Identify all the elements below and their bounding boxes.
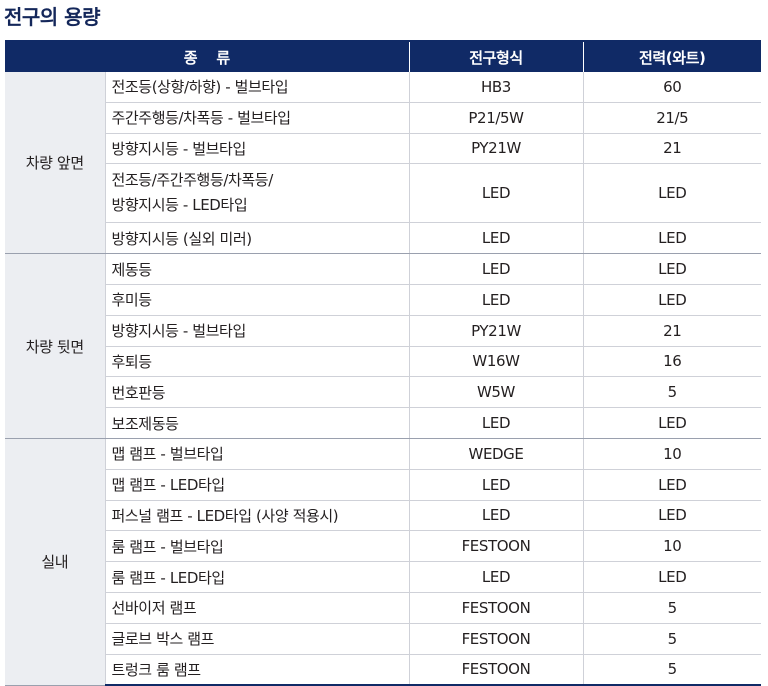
row-watt: LED bbox=[582, 163, 761, 224]
table-row: 방향지시등 - 벌브타입 PY21W 21 bbox=[5, 315, 761, 347]
group-label-front: 차량 앞면 bbox=[5, 72, 105, 255]
row-bulb: WEDGE bbox=[408, 438, 583, 470]
row-watt: LED bbox=[582, 222, 761, 255]
row-watt: LED bbox=[582, 500, 761, 532]
row-watt: LED bbox=[582, 561, 761, 593]
row-type: 룸 램프 - LED타입 bbox=[104, 561, 409, 593]
table-row: 차량 뒷면 제동등 LED LED bbox=[5, 253, 761, 439]
table-row: 퍼스널 램프 - LED타입 (사양 적용시) LED LED bbox=[5, 500, 761, 532]
table-row: 방향지시등 (실외 미러) LED LED bbox=[5, 222, 761, 255]
row-bulb: PY21W bbox=[408, 133, 583, 165]
row-type: 보조제동등 bbox=[104, 407, 409, 439]
row-watt: 21/5 bbox=[582, 102, 761, 134]
row-bulb: LED bbox=[408, 469, 583, 501]
header-bulb-type: 전구형식 bbox=[408, 41, 583, 72]
row-bulb: FESTOON bbox=[408, 530, 583, 563]
row-type: 제동등 bbox=[104, 253, 409, 285]
row-type: 후미등 bbox=[104, 284, 409, 316]
table-row: 차량 앞면 전조등(상향/하향) - 벌브타입 HB3 60 bbox=[5, 72, 761, 255]
row-type: 방향지시등 - 벌브타입 bbox=[104, 133, 409, 165]
row-bulb: FESTOON bbox=[408, 654, 583, 686]
row-watt: 5 bbox=[582, 654, 761, 686]
row-type: 트렁크 룸 램프 bbox=[104, 654, 409, 686]
row-type: 방향지시등 - 벌브타입 bbox=[104, 315, 409, 347]
row-type: 맵 램프 - LED타입 bbox=[104, 469, 409, 501]
table-row: 주간주행등/차폭등 - 벌브타입 P21/5W 21/5 bbox=[5, 102, 761, 134]
row-watt: LED bbox=[582, 253, 761, 285]
row-watt: LED bbox=[582, 284, 761, 316]
row-type: 전조등(상향/하향) - 벌브타입 bbox=[104, 72, 409, 103]
row-watt: 5 bbox=[582, 376, 761, 409]
row-bulb: HB3 bbox=[408, 72, 583, 103]
table-row: 후미등 LED LED bbox=[5, 284, 761, 316]
table-row: 맵 램프 - LED타입 LED LED bbox=[5, 469, 761, 501]
row-watt: 21 bbox=[582, 315, 761, 347]
bulb-capacity-table: 종 류 전구형식 전력(와트) 차량 앞면 전조등(상향/하향) - 벌브타입 … bbox=[5, 40, 761, 686]
row-type: 전조등/주간주행등/차폭등/방향지시등 - LED타입 bbox=[104, 163, 409, 224]
row-watt: 10 bbox=[582, 530, 761, 563]
table-row: 룸 램프 - LED타입 LED LED bbox=[5, 561, 761, 593]
table-row: 방향지시등 - 벌브타입 PY21W 21 bbox=[5, 133, 761, 165]
table-row: 글로브 박스 램프 FESTOON 5 bbox=[5, 623, 761, 655]
header-wattage: 전력(와트) bbox=[582, 41, 761, 72]
row-bulb: W16W bbox=[408, 346, 583, 378]
row-bulb: P21/5W bbox=[408, 102, 583, 134]
row-type: 주간주행등/차폭등 - 벌브타입 bbox=[104, 102, 409, 134]
row-bulb: FESTOON bbox=[408, 623, 583, 655]
table-row: 룸 램프 - 벌브타입 FESTOON 10 bbox=[5, 530, 761, 563]
table-row: 선바이저 램프 FESTOON 5 bbox=[5, 592, 761, 624]
row-type: 번호판등 bbox=[104, 376, 409, 409]
table-row: 트렁크 룸 램프 FESTOON 5 bbox=[5, 654, 761, 686]
row-bulb: LED bbox=[408, 561, 583, 593]
row-bulb: LED bbox=[408, 222, 583, 255]
row-type: 룸 램프 - 벌브타입 bbox=[104, 530, 409, 563]
row-bulb: LED bbox=[408, 500, 583, 532]
row-type: 방향지시등 (실외 미러) bbox=[104, 222, 409, 255]
table-row: 전조등/주간주행등/차폭등/방향지시등 - LED타입 LED LED bbox=[5, 163, 761, 224]
row-watt: 21 bbox=[582, 133, 761, 165]
table-row: 실내 맵 램프 - 벌브타입 WEDGE 10 bbox=[5, 438, 761, 686]
row-type: 후퇴등 bbox=[104, 346, 409, 378]
table-header-row: 종 류 전구형식 전력(와트) bbox=[5, 41, 761, 72]
row-bulb: W5W bbox=[408, 376, 583, 409]
row-watt: LED bbox=[582, 469, 761, 501]
group-label-interior: 실내 bbox=[5, 438, 105, 686]
row-bulb: FESTOON bbox=[408, 592, 583, 624]
row-watt: 16 bbox=[582, 346, 761, 378]
page-title: 전구의 용량 bbox=[4, 5, 100, 29]
row-bulb: LED bbox=[408, 407, 583, 439]
table-row: 보조제동등 LED LED bbox=[5, 407, 761, 439]
row-bulb: LED bbox=[408, 253, 583, 285]
row-watt: 5 bbox=[582, 592, 761, 624]
header-type: 종 류 bbox=[5, 41, 409, 72]
table-row: 후퇴등 W16W 16 bbox=[5, 346, 761, 378]
row-watt: 5 bbox=[582, 623, 761, 655]
row-type: 맵 램프 - 벌브타입 bbox=[104, 438, 409, 470]
row-type: 글로브 박스 램프 bbox=[104, 623, 409, 655]
row-bulb: LED bbox=[408, 163, 583, 224]
row-type-line1: 전조등/주간주행등/차폭등/ bbox=[111, 171, 274, 190]
row-watt: 10 bbox=[582, 438, 761, 470]
row-type: 선바이저 램프 bbox=[104, 592, 409, 624]
table-row: 번호판등 W5W 5 bbox=[5, 376, 761, 409]
row-watt: 60 bbox=[582, 72, 761, 103]
row-watt: LED bbox=[582, 407, 761, 439]
group-label-rear: 차량 뒷면 bbox=[5, 253, 105, 439]
row-bulb: LED bbox=[408, 284, 583, 316]
row-bulb: PY21W bbox=[408, 315, 583, 347]
row-type: 퍼스널 램프 - LED타입 (사양 적용시) bbox=[104, 500, 409, 532]
row-type-line2: 방향지시등 - LED타입 bbox=[111, 196, 248, 215]
